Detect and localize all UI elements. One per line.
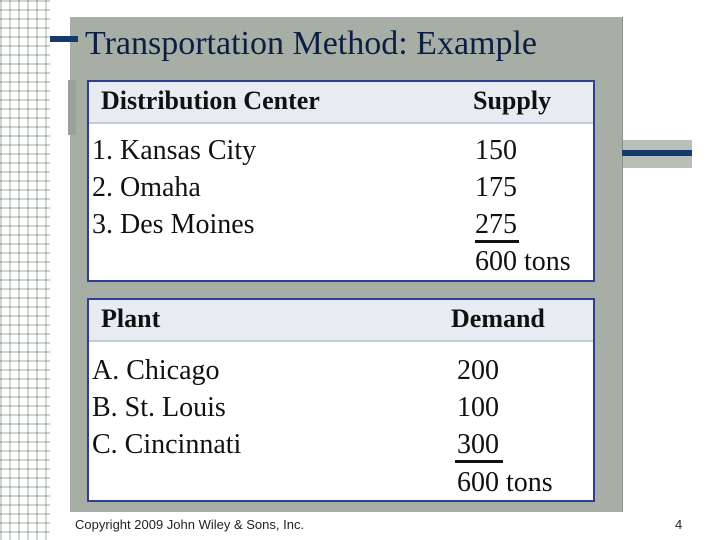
supply-row-name: 2. Omaha [92,172,201,203]
decorative-bar-right [622,150,692,156]
supply-total: 600 tons [475,246,571,277]
sum-underline [455,460,503,463]
page-number: 4 [675,517,683,532]
header-plant: Plant [101,304,161,333]
demand-row-value: 100 [457,392,499,423]
header-supply: Supply [473,86,552,115]
demand-row-name: C. Cincinnati [92,429,242,460]
supply-row-name: 3. Des Moines [92,209,255,240]
supply-row-value: 275 [475,209,517,240]
demand-table-header: Plant Demand [89,300,593,342]
demand-row-name: A. Chicago [92,355,220,386]
demand-row-value: 300 [457,429,499,460]
supply-row-name: 1. Kansas City [92,135,257,166]
decorative-stripe-pattern [0,0,50,540]
supply-table: Distribution Center Supply 1. Kansas Cit… [87,80,595,282]
supply-row-value: 150 [475,135,517,166]
decorative-shadow [68,80,76,135]
demand-table: Plant Demand A. Chicago 200 B. St. Louis… [87,298,595,502]
copyright-footer: Copyright 2009 John Wiley & Sons, Inc. [75,517,305,532]
decorative-bar-left [50,36,78,42]
demand-row-name: B. St. Louis [92,392,226,423]
supply-row-value: 175 [475,172,517,203]
header-demand: Demand [451,304,545,333]
slide-title: Transportation Method: Example [85,25,538,62]
sum-underline [475,240,519,243]
demand-total: 600 tons [457,467,553,498]
demand-row-value: 200 [457,355,499,386]
header-distribution-center: Distribution Center [101,86,320,115]
supply-table-header: Distribution Center Supply [89,82,593,124]
